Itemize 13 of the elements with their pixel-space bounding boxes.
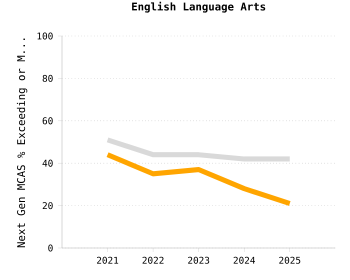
y-tick-label: 80 — [42, 74, 53, 82]
y-tick-label: 100 — [38, 32, 53, 40]
y-tick-label: 60 — [42, 117, 53, 124]
x-tick-label: 2024 — [234, 256, 255, 264]
x-tick-label: 2022 — [142, 256, 164, 264]
chart-title: English Language Arts — [132, 2, 266, 13]
x-tick-label: 2021 — [97, 256, 118, 264]
y-tick-label: 20 — [42, 202, 53, 210]
x-tick-label: 2023 — [188, 256, 210, 264]
y-tick-label: 0 — [48, 244, 53, 252]
x-tick-label: 2025 — [279, 256, 300, 264]
y-axis-title: Next Gen MCAS % Exceeding or M... — [16, 38, 28, 248]
y-tick-label: 40 — [42, 160, 53, 167]
